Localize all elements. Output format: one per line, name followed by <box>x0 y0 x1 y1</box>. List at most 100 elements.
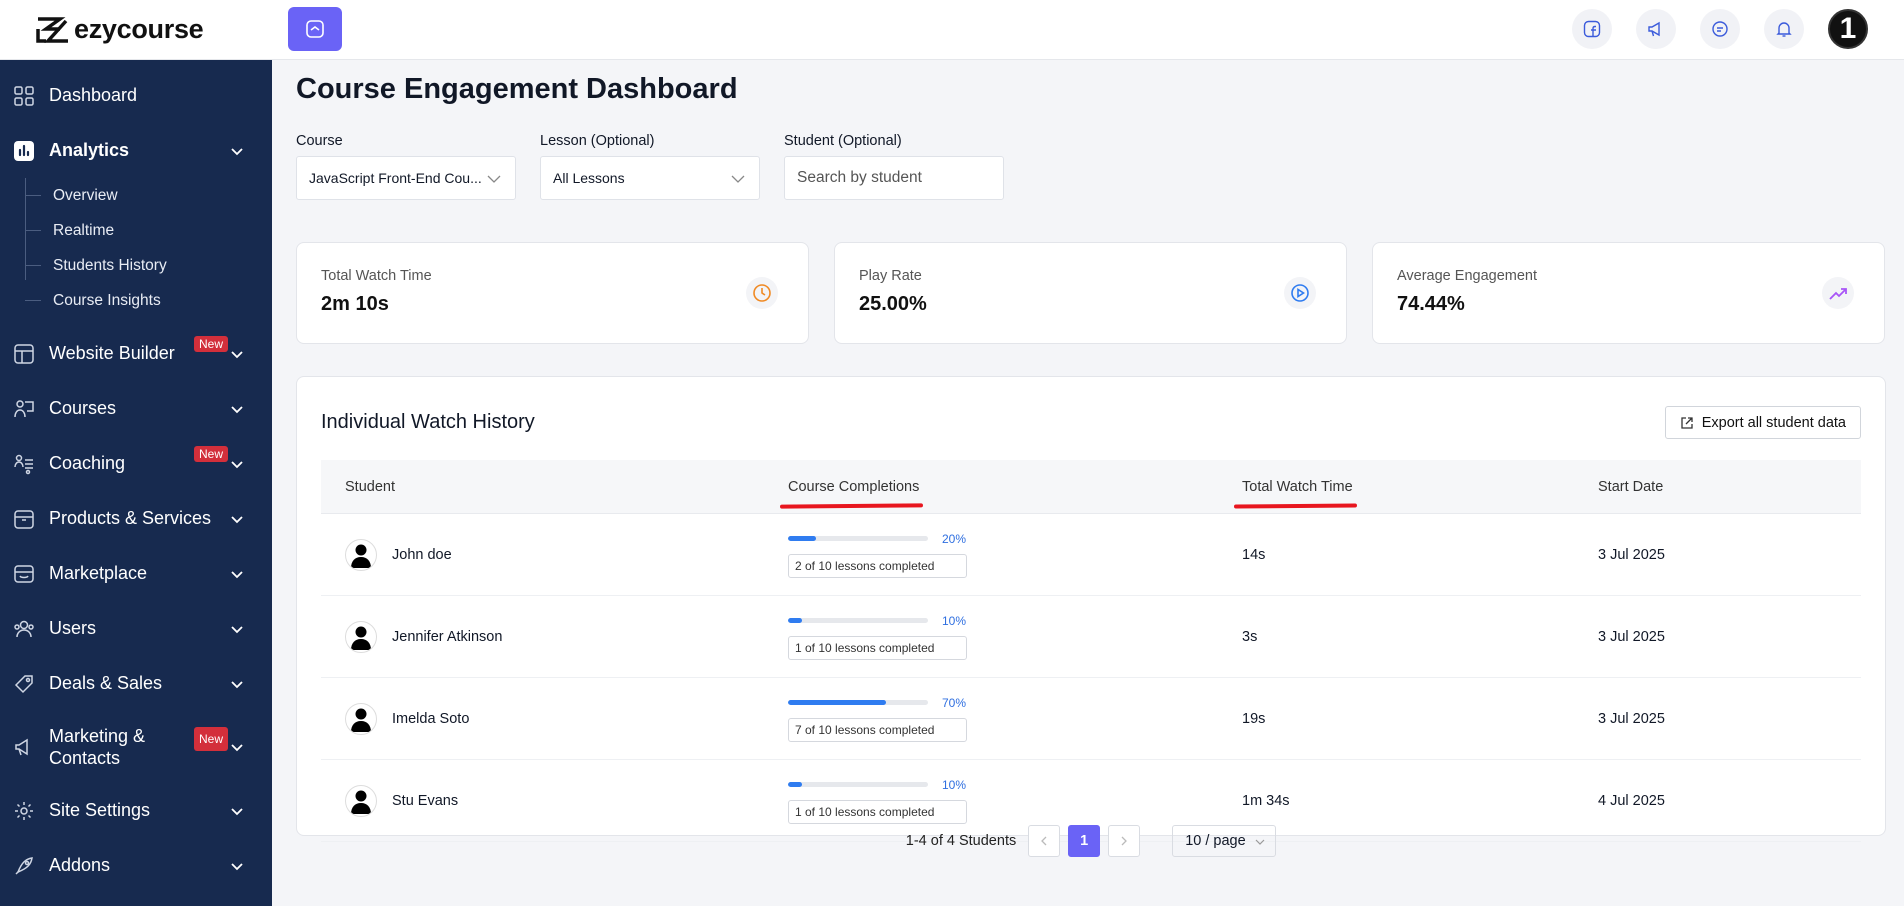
student-avatar <box>345 784 377 817</box>
student-search-box <box>784 156 1004 200</box>
stat-label: Play Rate <box>859 268 922 284</box>
progress-percent: 70% <box>942 695 967 710</box>
sidebar-item-label: Addons <box>49 855 111 875</box>
facebook-button[interactable] <box>1572 9 1612 49</box>
chevron-down-icon[interactable] <box>230 347 244 361</box>
sidebar-item-addons[interactable]: Addons <box>0 838 272 893</box>
sidebar-item-marketing-contacts[interactable]: Marketing & Contacts New <box>0 711 272 783</box>
stat-total-watch-time: Total Watch Time 2m 10s <box>296 242 809 344</box>
chevron-down-icon[interactable] <box>230 622 244 636</box>
progress-bar <box>788 700 928 705</box>
table-row[interactable]: Jennifer Atkinson 10% 1 of 10 lessons co… <box>321 596 1861 678</box>
progress-bar <box>788 536 928 541</box>
col-header-start-date[interactable]: Start Date <box>1598 478 1664 495</box>
table-row[interactable]: Imelda Soto 70% 7 of 10 lessons complete… <box>321 678 1861 760</box>
sidebar-item-website-builder[interactable]: Website Builder New <box>0 326 272 381</box>
chevron-down-icon <box>487 175 501 183</box>
course-select[interactable]: JavaScript Front-End Cou... <box>296 156 516 200</box>
student-name: Jennifer Atkinson <box>392 628 503 645</box>
student-avatar <box>345 620 377 653</box>
progress-percent: 20% <box>942 531 967 546</box>
grid-icon <box>14 85 34 106</box>
sidebar-item-users[interactable]: Users <box>0 601 272 656</box>
export-button[interactable]: Export all student data <box>1664 406 1861 439</box>
sidebar-item-products-services[interactable]: Products & Services <box>0 491 272 546</box>
table-row[interactable]: John doe 20% 2 of 10 lessons completed 1… <box>321 514 1861 596</box>
announcement-button[interactable] <box>1636 9 1676 49</box>
sidebar-item-coaching[interactable]: Coaching New <box>0 436 272 491</box>
lessons-completed: 2 of 10 lessons completed <box>788 553 967 578</box>
prev-page-button[interactable] <box>1028 825 1061 857</box>
bar-chart-icon <box>14 140 34 161</box>
watch-time: 14s <box>1242 546 1266 563</box>
stat-value: 2m 10s <box>321 293 389 315</box>
app-switch-button[interactable] <box>288 7 342 51</box>
sidebar-item-site-settings[interactable]: Site Settings <box>0 783 272 838</box>
chevron-right-icon <box>1121 836 1128 846</box>
progress-fill <box>788 782 802 787</box>
sidebar-subitem-overview[interactable]: Overview <box>25 178 272 213</box>
sidebar-item-label: Marketplace <box>49 563 148 583</box>
col-header-watch-time[interactable]: Total Watch Time <box>1242 478 1353 495</box>
page-button[interactable]: 1 <box>1068 825 1101 857</box>
sidebar-item-analytics[interactable]: Analytics <box>0 123 272 178</box>
chat-button[interactable] <box>1700 9 1740 49</box>
user-icon <box>351 790 371 814</box>
topbar: 1 <box>272 0 1904 60</box>
chevron-down-icon[interactable] <box>230 804 244 818</box>
stat-value: 25.00% <box>859 293 927 315</box>
progress-fill <box>788 536 816 541</box>
brand[interactable]: ezycourse <box>0 0 272 60</box>
chevron-down-icon[interactable] <box>230 512 244 526</box>
start-date: 3 Jul 2025 <box>1598 710 1665 727</box>
stat-label: Total Watch Time <box>321 268 432 284</box>
col-header-student[interactable]: Student <box>345 478 395 495</box>
col-header-completions[interactable]: Course Completions <box>788 478 920 495</box>
sidebar-item-label: Products & Services <box>49 508 212 528</box>
sidebar-item-dashboard[interactable]: Dashboard <box>0 68 272 123</box>
chevron-down-icon <box>1255 839 1265 845</box>
sidebar-subitem-students-history[interactable]: Students History <box>25 248 272 283</box>
student-search-input[interactable] <box>797 169 991 187</box>
page-size-select[interactable]: 10 / page <box>1172 825 1277 857</box>
topbar-icons: 1 <box>1572 9 1868 49</box>
chevron-left-icon <box>1041 836 1047 846</box>
sidebar-item-label: Analytics <box>49 140 130 160</box>
lesson-select[interactable]: All Lessons <box>540 156 760 200</box>
start-date: 4 Jul 2025 <box>1598 792 1665 809</box>
pagination-info: 1-4 of 4 Students <box>905 833 1017 849</box>
sidebar-item-deals-sales[interactable]: Deals & Sales <box>0 656 272 711</box>
chevron-down-icon[interactable] <box>230 740 244 754</box>
student-name: Imelda Soto <box>392 710 470 727</box>
chevron-down-icon[interactable] <box>230 567 244 581</box>
sidebar-item-marketplace[interactable]: Marketplace <box>0 546 272 601</box>
progress-percent: 10% <box>942 613 967 628</box>
table-header: Student Course Completions Total Watch T… <box>321 460 1861 514</box>
stat-label: Average Engagement <box>1397 268 1538 284</box>
chevron-down-icon[interactable] <box>230 402 244 416</box>
teacher-icon <box>14 399 34 417</box>
progress-fill <box>788 618 802 623</box>
next-page-button[interactable] <box>1108 825 1141 857</box>
chevron-down-icon[interactable] <box>230 144 244 158</box>
stats-cards: Total Watch Time 2m 10s Play Rate 25.00%… <box>296 242 1886 344</box>
student-avatar <box>345 538 377 571</box>
main-content: Course Engagement Dashboard Course JavaS… <box>296 60 1886 857</box>
user-avatar[interactable]: 1 <box>1828 9 1868 49</box>
chevron-down-icon[interactable] <box>230 457 244 471</box>
notifications-button[interactable] <box>1764 9 1804 49</box>
chevron-down-icon[interactable] <box>230 677 244 691</box>
play-icon <box>1291 284 1309 302</box>
student-avatar <box>345 702 377 735</box>
sidebar-item-courses[interactable]: Courses <box>0 381 272 436</box>
progress-percent: 10% <box>942 777 967 792</box>
course-filter-label: Course <box>296 133 343 149</box>
user-icon <box>351 708 371 732</box>
sidebar-subitem-course-insights[interactable]: Course Insights <box>25 283 272 318</box>
megaphone-icon <box>15 738 28 756</box>
lessons-completed: 7 of 10 lessons completed <box>788 717 967 742</box>
chevron-down-icon[interactable] <box>230 859 244 873</box>
student-filter: Student (Optional) <box>784 133 1004 200</box>
sidebar-item-label: Deals & Sales <box>49 673 163 693</box>
sidebar-subitem-realtime[interactable]: Realtime <box>25 213 272 248</box>
